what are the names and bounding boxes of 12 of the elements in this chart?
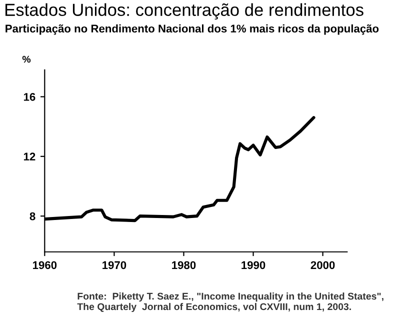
y-axis-title: % xyxy=(22,56,31,63)
y-tick-label: 12 xyxy=(24,152,36,160)
chart-title: Estados Unidos: concentração de rendimentos xyxy=(5,3,364,20)
x-tick-label: 1970 xyxy=(102,261,126,270)
y-tick-label: 16 xyxy=(24,92,36,101)
y-tick-label: 8 xyxy=(30,212,36,220)
source-note: Fonte: Piketty T. Saez E., "Income Inequality in the United States", The Quartely Jornal of Economics, vol CXVIII, num 1, 2003. xyxy=(77,292,384,312)
x-tick-label: 1980 xyxy=(172,261,196,270)
x-tick-label: 1960 xyxy=(33,261,57,270)
chart-subtitle: Participação no Rendimento Nacional dos 1% mais ricos da população xyxy=(6,24,379,35)
x-tick-label: 1990 xyxy=(242,261,266,270)
x-tick-label: 2000 xyxy=(310,261,335,270)
